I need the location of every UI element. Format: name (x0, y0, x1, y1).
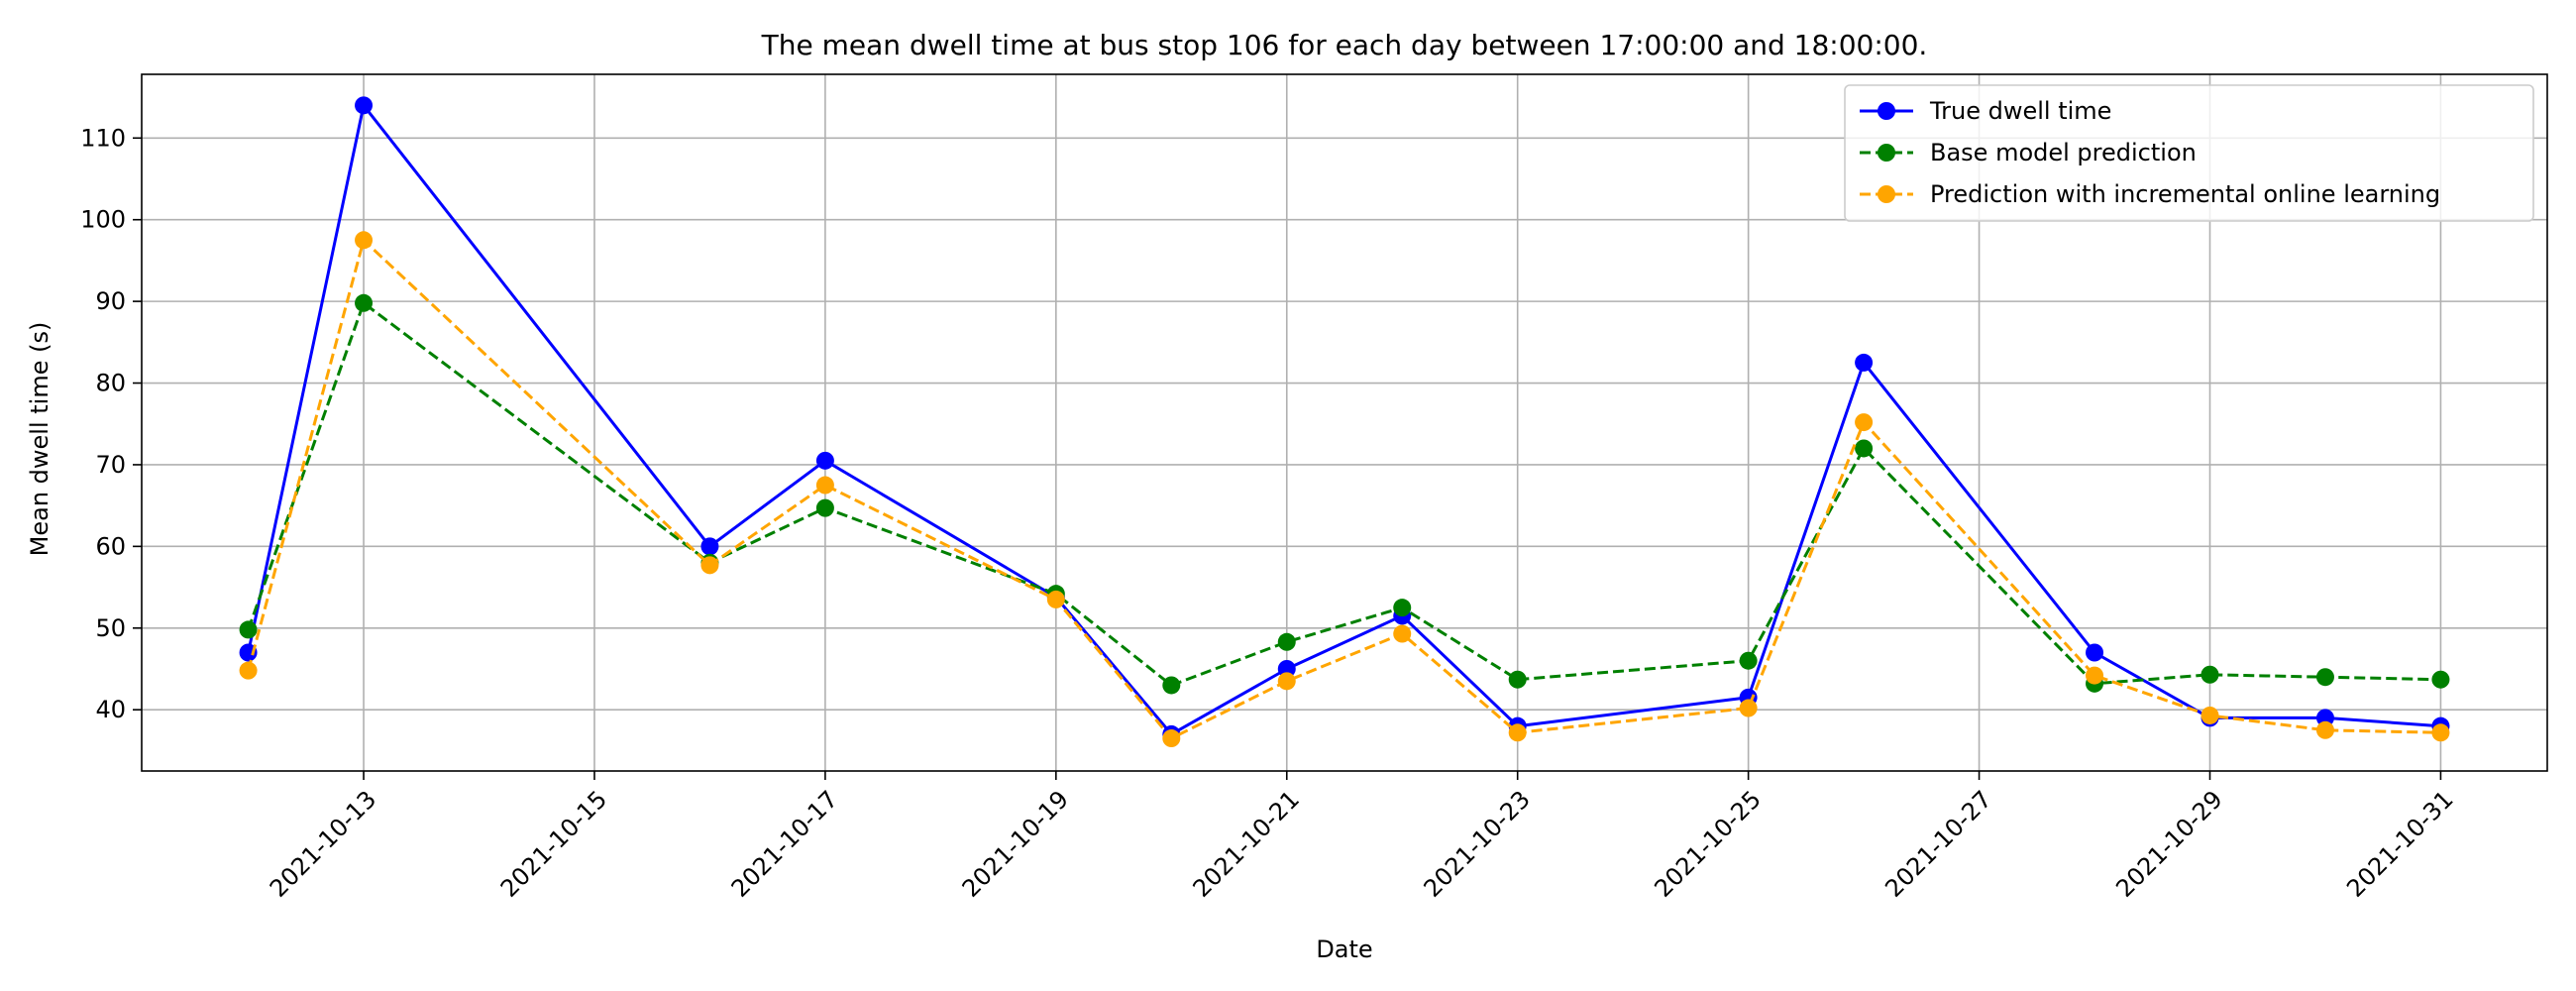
legend-marker (1878, 144, 1895, 162)
data-point (700, 537, 719, 556)
y-tick-label: 50 (95, 614, 126, 642)
data-point (2431, 670, 2450, 689)
series-2 (239, 293, 2450, 695)
data-point (700, 556, 719, 575)
y-tick-label: 90 (95, 287, 126, 315)
data-point (355, 96, 374, 115)
plot-frame (141, 73, 2548, 772)
data-point (355, 293, 374, 312)
series-layer (239, 96, 2450, 748)
legend: True dwell time Base model prediction Pred… (1844, 84, 2534, 222)
y-axis-label: Mean dwell time (s) (26, 322, 54, 557)
data-point (2086, 666, 2104, 685)
data-point (2315, 668, 2334, 687)
data-point (1162, 676, 1181, 695)
data-point (1855, 353, 1874, 372)
data-point (815, 476, 834, 495)
legend-label: Base model prediction (1930, 139, 2197, 166)
data-point (1277, 659, 1296, 678)
data-point (2431, 723, 2450, 742)
data-point (1855, 439, 1874, 458)
data-point (1277, 672, 1296, 691)
y-tick-label: 110 (80, 124, 126, 152)
y-tick-label: 100 (80, 206, 126, 234)
legend-label: Prediction with incremental online learn… (1930, 180, 2440, 208)
data-point (1393, 624, 1412, 643)
series-3 (239, 231, 2450, 748)
data-point (2200, 706, 2219, 724)
x-axis-label: Date (1316, 936, 1372, 963)
y-tick-label: 80 (95, 370, 126, 397)
data-point (1855, 413, 1874, 432)
data-point (1508, 723, 1527, 742)
data-point (1162, 729, 1181, 748)
data-point (815, 498, 834, 517)
data-point (2315, 709, 2334, 727)
y-tick-label: 60 (95, 532, 126, 560)
legend-label: True dwell time (1929, 97, 2111, 125)
data-point (239, 661, 258, 680)
data-point (1277, 632, 1296, 651)
data-point (239, 643, 258, 662)
y-tick-label: 70 (95, 451, 126, 479)
chart-title: The mean dwell time at bus stop 106 for … (761, 29, 1928, 61)
data-point (355, 231, 374, 250)
data-point (2315, 720, 2334, 739)
legend-marker (1878, 185, 1895, 203)
data-point (2086, 643, 2104, 662)
data-point (1046, 590, 1065, 608)
y-tick-label: 40 (95, 696, 126, 723)
data-point (1393, 599, 1412, 617)
data-point (1739, 651, 1758, 670)
data-point (1739, 699, 1758, 717)
data-point (1508, 670, 1527, 689)
data-point (815, 451, 834, 470)
legend-box (1844, 84, 2534, 222)
data-point (2200, 665, 2219, 684)
data-point (239, 620, 258, 639)
legend-marker (1878, 102, 1895, 120)
